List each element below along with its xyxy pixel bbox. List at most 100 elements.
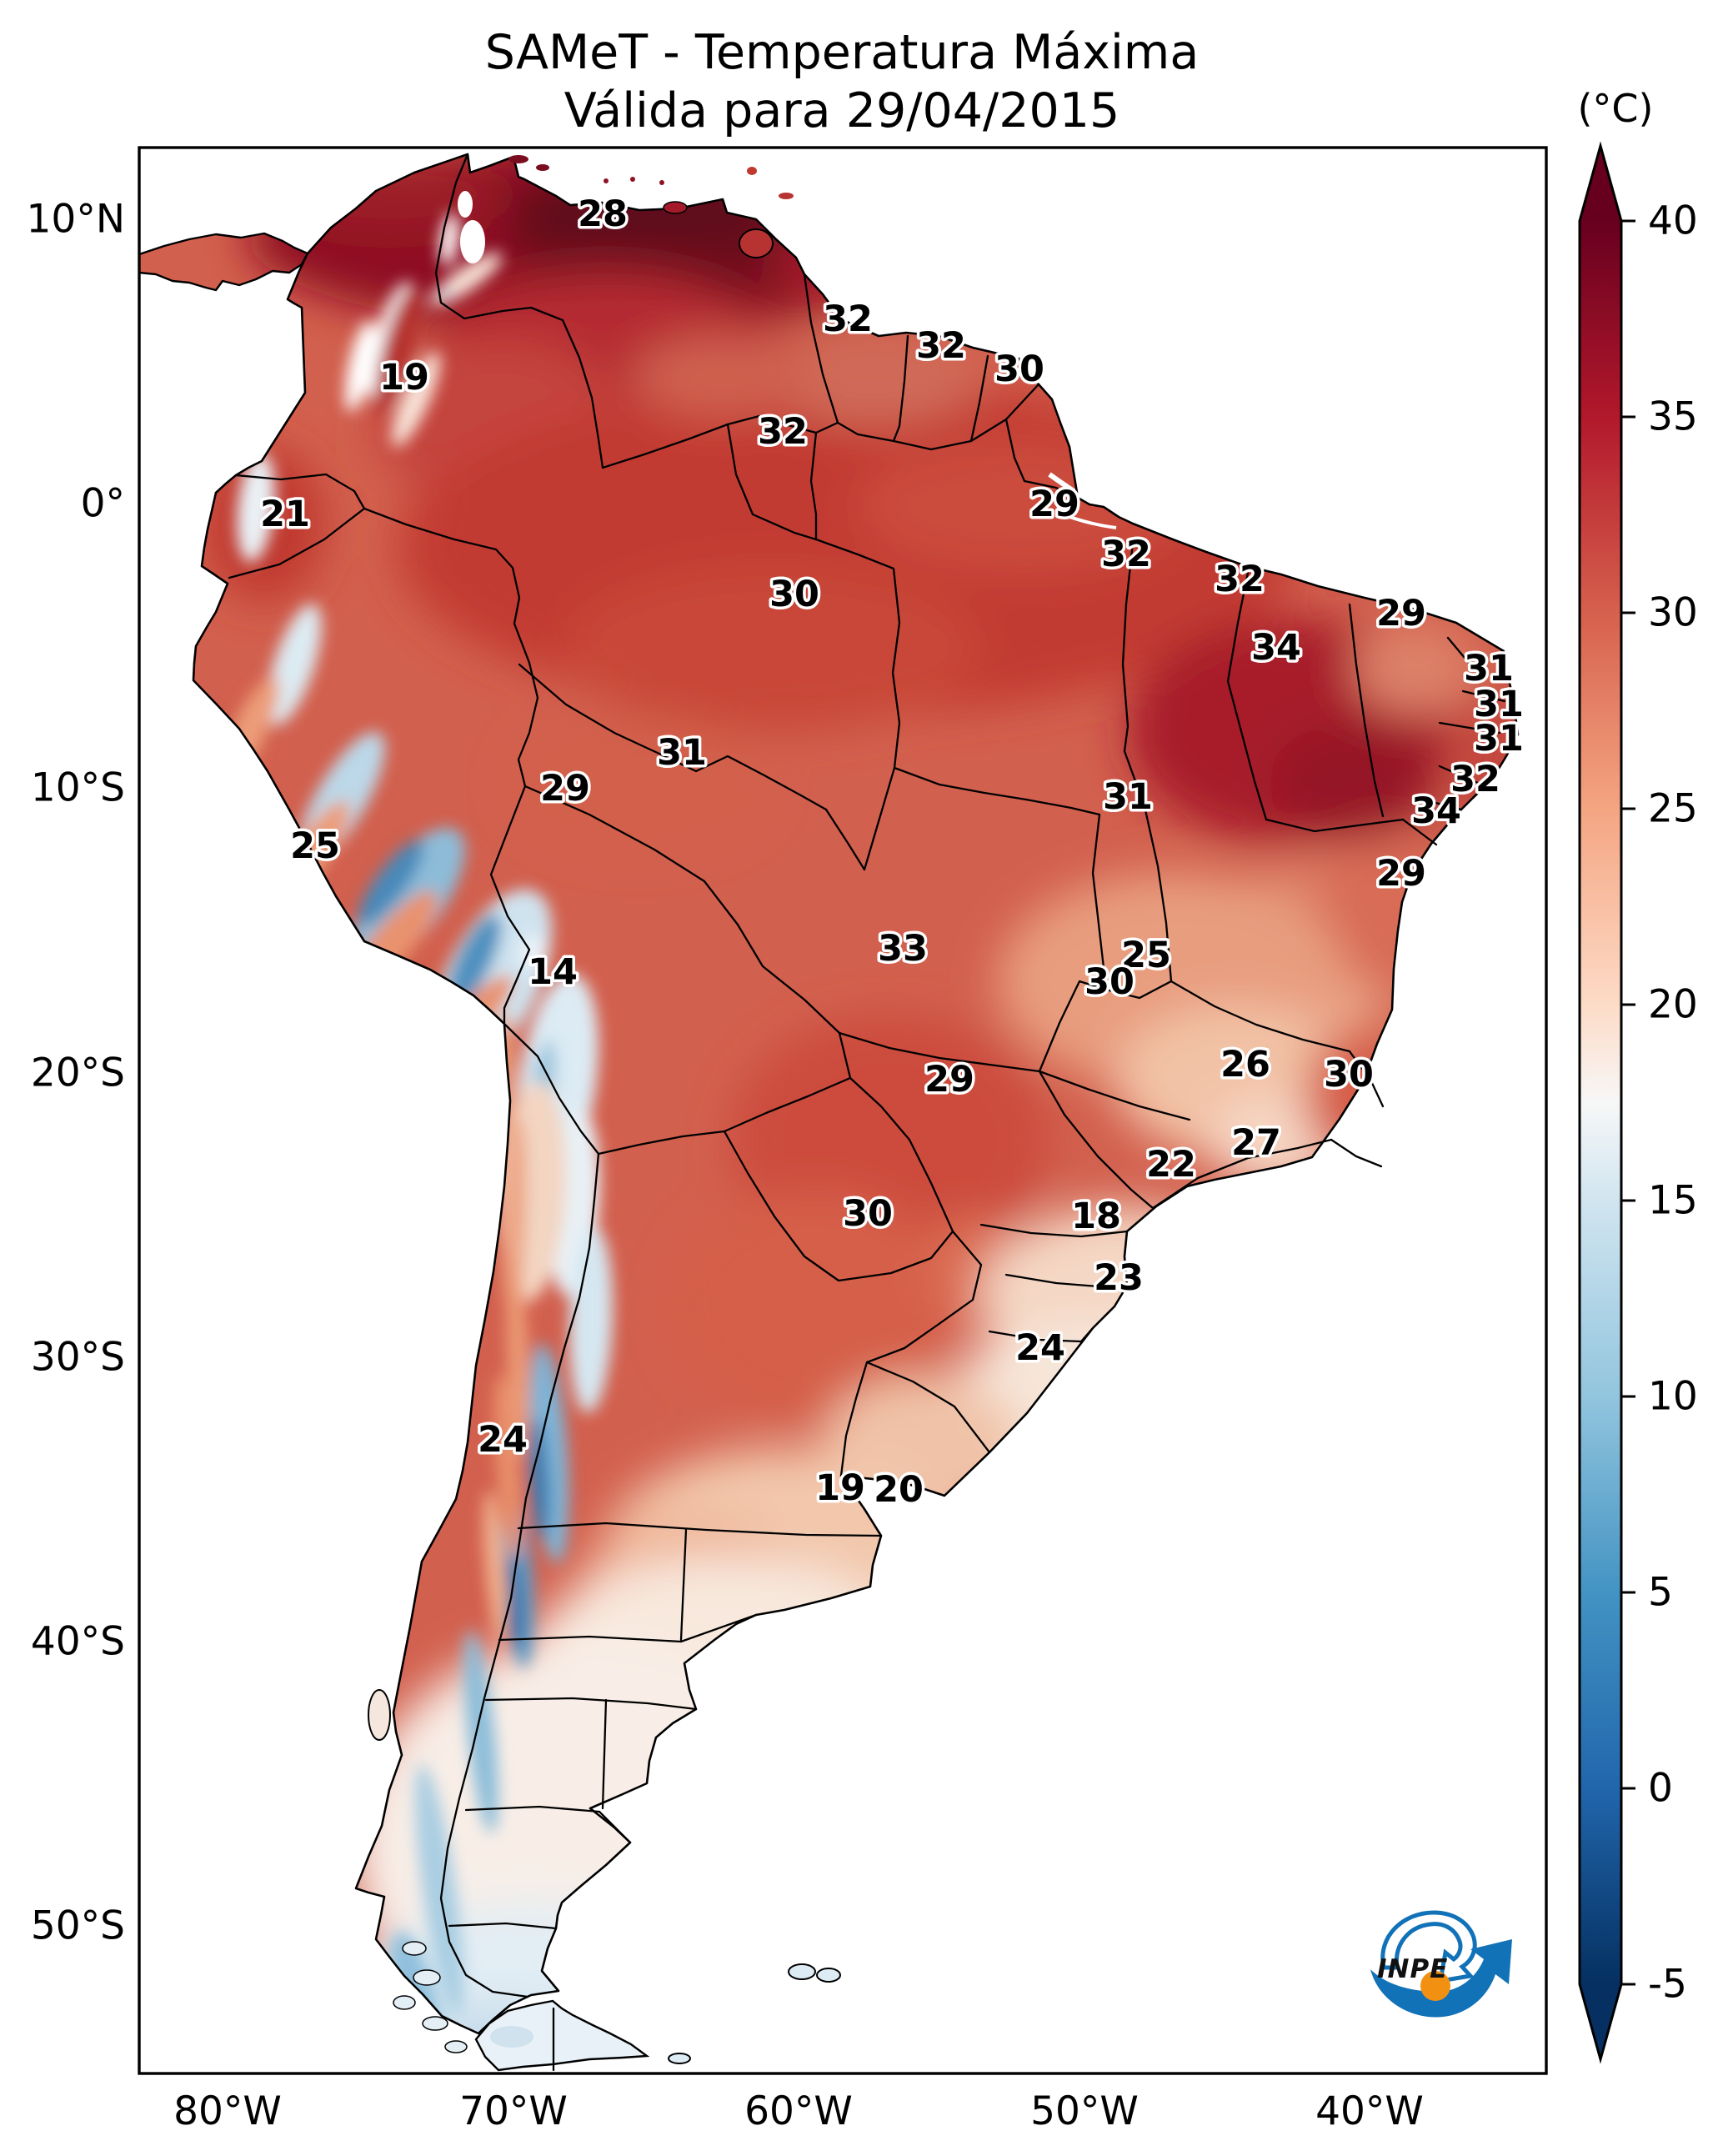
border-line: [1330, 1138, 1383, 1168]
border-line: [484, 1697, 698, 1711]
border-line: [1438, 721, 1501, 735]
border-line: [1401, 818, 1438, 846]
temp-label: 19: [379, 357, 429, 399]
border-line: [518, 663, 698, 773]
x-tick-label: 80°W: [173, 2088, 282, 2134]
logo-text: INPE: [1377, 1954, 1448, 1984]
temp-label: 25: [1121, 935, 1171, 976]
temp-label: 30: [843, 1193, 893, 1235]
temp-label: 32: [1215, 559, 1265, 600]
y-tick-label: 40°S: [31, 1619, 125, 1665]
temp-label: 30: [1324, 1054, 1374, 1096]
temp-label: 29: [1029, 484, 1079, 525]
border-line: [1265, 818, 1405, 833]
border-line: [1091, 813, 1108, 991]
temp-label: 34: [1411, 790, 1461, 832]
temp-label: 31: [1474, 684, 1524, 725]
temp-label: 24: [1015, 1327, 1065, 1369]
border-line: [726, 423, 818, 541]
border-line: [723, 1130, 954, 1282]
border-line: [892, 334, 909, 443]
x-tick-label: 40°W: [1315, 2088, 1424, 2134]
islands-group: [788, 1963, 816, 1980]
border-line: [1038, 980, 1108, 1073]
colorbar-tick-label: 30: [1648, 590, 1698, 636]
colorbar-tick-label: 20: [1648, 982, 1698, 1028]
border-line: [849, 1076, 954, 1233]
y-tick-label: 30°S: [31, 1335, 125, 1381]
temp-label: 31: [1474, 718, 1524, 760]
border-line: [1348, 1050, 1385, 1108]
y-tick-label: 50°S: [31, 1903, 125, 1949]
colorbar-ticks: 40 35 30 25 20 15 10 5 0 -5: [1621, 198, 1698, 2008]
border-line: [1348, 603, 1385, 818]
x-axis-labels: 80°W 70°W 60°W 50°W 40°W: [173, 2088, 1424, 2134]
trinidad-island: [739, 228, 774, 258]
border-line: [601, 414, 839, 469]
border-line: [434, 153, 604, 469]
colorbar-tick-label: 35: [1648, 394, 1698, 440]
border-line: [489, 785, 531, 1025]
border-line: [723, 1076, 852, 1133]
temp-label: 29: [924, 1059, 974, 1101]
temp-label: 30: [994, 348, 1044, 390]
border-line: [517, 1522, 883, 1537]
temp-label: 19: [815, 1467, 865, 1509]
border-line: [1104, 980, 1351, 1053]
temp-label: 32: [1450, 759, 1500, 800]
logo-spiral-arrow-icon: [1380, 1910, 1477, 1984]
political-borders: [228, 153, 1506, 2072]
lakes-and-channels: [458, 191, 1117, 529]
border-line: [439, 1152, 600, 1998]
tierra-del-fuego: [474, 1999, 650, 2072]
temp-label: 20: [874, 1469, 924, 1511]
border-line: [979, 1223, 1129, 1238]
temp-label: 32: [1101, 534, 1151, 575]
border-line: [464, 1805, 632, 1844]
temp-label: 31: [1464, 648, 1514, 689]
border-line: [1226, 571, 1268, 821]
border-line: [1446, 636, 1483, 679]
border-line: [679, 1528, 688, 1642]
temp-label: 29: [540, 768, 590, 810]
temp-label: 24: [478, 1419, 528, 1461]
border-line: [1038, 1070, 1191, 1121]
colorbar-bar: [1578, 141, 1623, 2064]
temp-label: 30: [1084, 961, 1134, 1003]
border-line: [988, 1326, 1094, 1343]
temp-label: 29: [1376, 593, 1426, 634]
temp-label: 33: [878, 928, 928, 970]
map-frame: [138, 146, 1548, 2075]
islands: [368, 155, 841, 2072]
y-axis-labels: 10°N 0° 10°S 20°S 30°S 40°S 50°S: [27, 197, 125, 1949]
colorbar-tick-label: 15: [1648, 1178, 1698, 1224]
border-line: [1121, 541, 1134, 753]
border-line: [1151, 1138, 1333, 1210]
inpe-logo: INPE: [1370, 1910, 1512, 2018]
border-line: [503, 1022, 600, 1156]
border-line: [839, 1361, 869, 1477]
border-line: [1004, 1273, 1129, 1288]
border-line: [814, 538, 901, 770]
logo-orange-dot-icon: [1420, 1971, 1450, 2001]
temp-label: 27: [1231, 1122, 1281, 1164]
temp-label: 32: [758, 411, 808, 453]
border-line: [601, 1698, 608, 1810]
border-line: [865, 1361, 991, 1454]
temp-label: 18: [1071, 1196, 1121, 1237]
colorbar-tick-label: -5: [1648, 1962, 1687, 2008]
colorbar: 40 35 30 25 20 15 10 5 0 -5 (°C): [1577, 86, 1698, 2064]
colorbar-unit-label: (°C): [1577, 86, 1653, 131]
colorbar-tick-label: 40: [1648, 198, 1698, 244]
south-america-coastline: [192, 153, 1520, 2035]
border-line: [969, 354, 989, 443]
border-line: [809, 431, 818, 541]
border-line: [893, 766, 1101, 816]
temp-label: 32: [823, 298, 873, 340]
border-line: [597, 1130, 726, 1156]
temp-label: 22: [1146, 1144, 1196, 1186]
border-line: [523, 785, 852, 1080]
border-line: [498, 1613, 758, 1643]
